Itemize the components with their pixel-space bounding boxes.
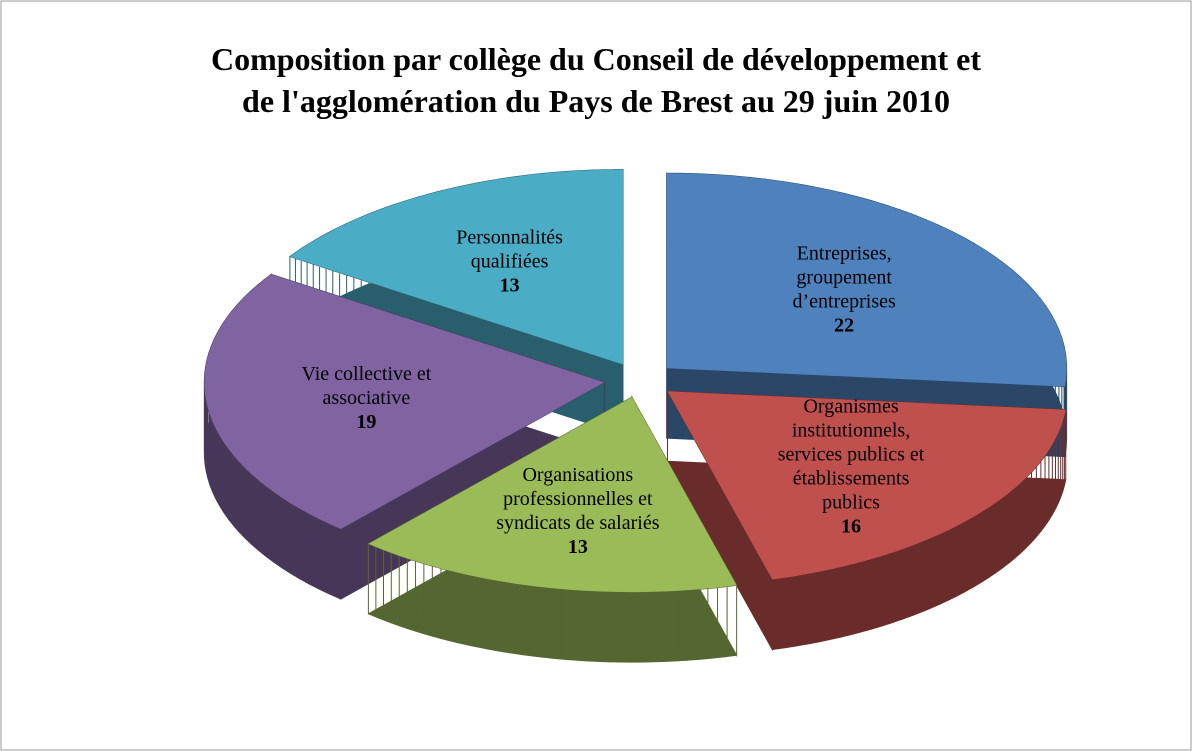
slice-label: Organismes	[803, 396, 898, 418]
slice-label: Entreprises,	[797, 242, 892, 264]
slice	[289, 169, 623, 365]
slice-label: Organisations	[522, 464, 633, 486]
slice-label: Personnalités	[456, 226, 563, 248]
value-label: 16	[841, 516, 861, 538]
slice-label: Vie collective et	[301, 363, 431, 385]
slice-label: établissements	[793, 468, 910, 490]
slice	[368, 397, 737, 593]
chart-title: de l'agglomération du Pays de Brest au 2…	[242, 83, 950, 119]
slice-label: professionnelles et	[503, 488, 653, 510]
value-label: 19	[356, 411, 376, 433]
value-label: 13	[568, 536, 588, 558]
slice-label: syndicats de salariés	[496, 512, 659, 534]
slice-label: d’entreprises	[793, 290, 897, 312]
slice-label: groupement	[796, 266, 892, 288]
value-label: 13	[500, 274, 520, 296]
slice-label: qualifiées	[471, 250, 549, 272]
chart-title: Composition par collège du Conseil de dé…	[211, 41, 981, 77]
slice	[667, 391, 1066, 580]
slice-label: institutionnels,	[792, 420, 910, 442]
slice-label: services publics et	[778, 444, 925, 466]
slice	[666, 173, 1067, 387]
slice-label: publics	[822, 492, 880, 514]
slice-label: associative	[323, 387, 411, 409]
slice	[204, 274, 605, 530]
value-label: 22	[834, 314, 854, 336]
